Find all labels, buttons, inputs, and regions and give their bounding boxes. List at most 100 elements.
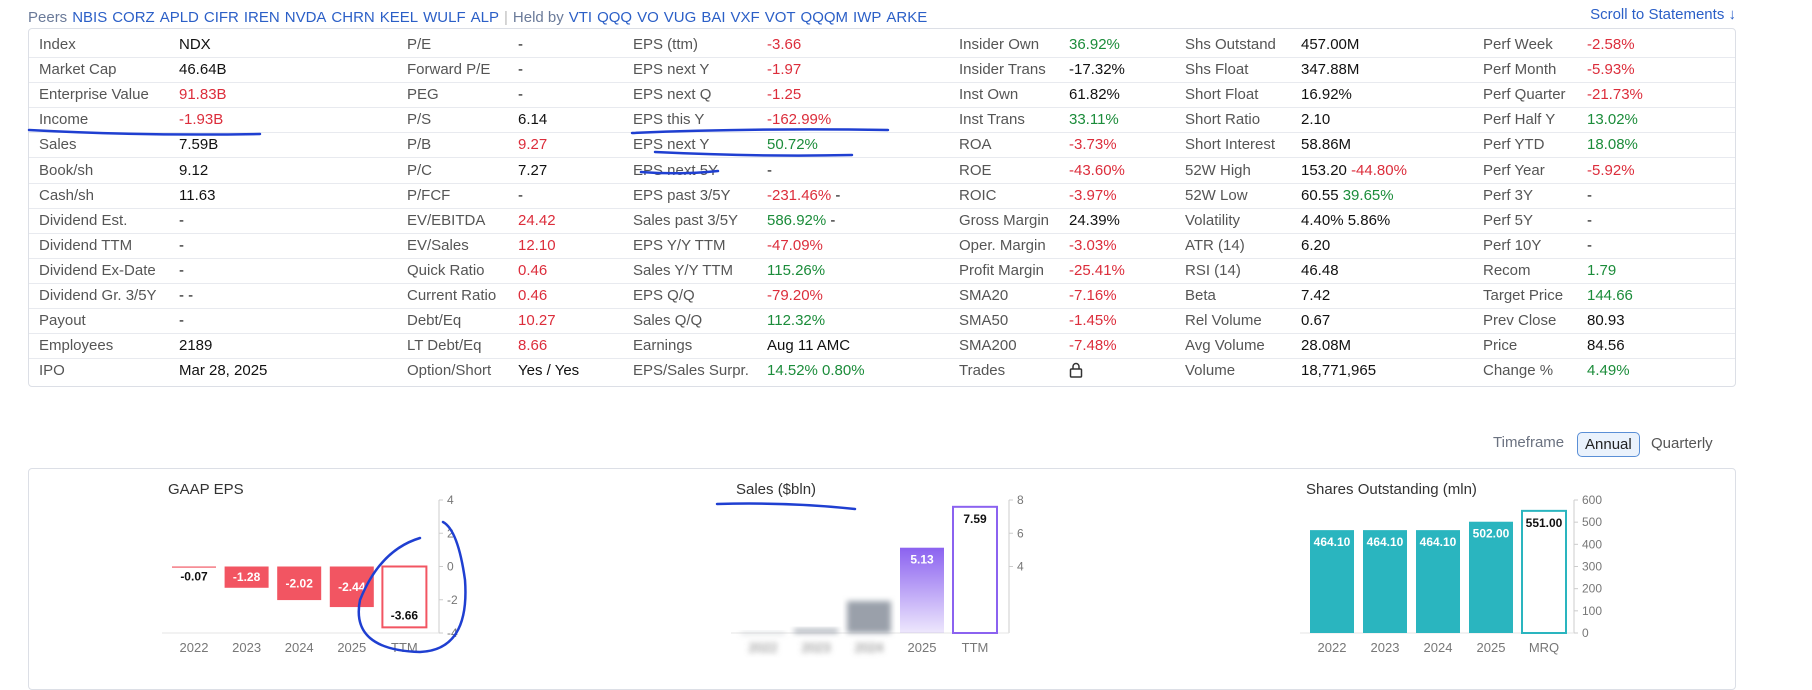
y-tick-label: 100: [1582, 604, 1602, 618]
cell-value: -5.93%: [1587, 61, 1635, 78]
cell-label: Inst Trans: [959, 111, 1025, 129]
value-part: 36.92%: [1069, 36, 1120, 53]
etf-link[interactable]: VTI: [568, 8, 593, 26]
cell-value: -7.16%: [1069, 287, 1117, 304]
peer-link[interactable]: APLD: [159, 8, 199, 26]
value-part: -: [1587, 211, 1592, 229]
cell-label: EV/EBITDA: [407, 211, 486, 229]
etf-link[interactable]: VXF: [730, 8, 760, 26]
cell-value: 9.12: [179, 162, 208, 179]
cell-value: 0.67: [1301, 312, 1330, 329]
peer-link[interactable]: CORZ: [112, 8, 155, 26]
cell-label: EPS next Y: [633, 61, 710, 79]
table-row: Dividend Est. - EV/EBITDA 24.42 Sales past 3…: [29, 208, 1735, 234]
value-part: 0.46: [518, 287, 548, 304]
etf-link[interactable]: VO: [637, 8, 659, 26]
timeframe-option[interactable]: Quarterly: [1651, 435, 1713, 452]
etf-link[interactable]: QQQ: [597, 8, 633, 26]
value-part: -5.92%: [1587, 161, 1635, 179]
cell-label: Dividend Ex-Date: [39, 261, 156, 279]
cell-value: 24.42: [518, 212, 556, 229]
peer-link[interactable]: ALP: [470, 8, 499, 26]
value-label: -2.02: [286, 576, 314, 590]
cell-label: Perf Week: [1483, 36, 1553, 53]
value-part: 46.64B: [179, 61, 227, 79]
value-part: 0.67: [1301, 312, 1331, 330]
peer-link[interactable]: NBIS: [72, 8, 108, 26]
etf-link[interactable]: VOT: [764, 8, 796, 26]
cell-value: -79.20%: [767, 287, 823, 304]
cell-value: 36.92%: [1069, 36, 1120, 53]
cell-label: IPO: [39, 362, 65, 380]
cell-value: 12.10: [518, 237, 556, 254]
y-tick-label: 0: [1582, 626, 1589, 640]
peer-link[interactable]: WULF: [423, 8, 466, 26]
etf-link[interactable]: IWP: [853, 8, 882, 26]
value-part: 28.08M: [1301, 337, 1352, 355]
cell-value: 2.10: [1301, 111, 1330, 128]
cell-value: 50.72%: [767, 136, 818, 153]
cell-label: 52W High: [1185, 161, 1251, 179]
value-part: 0.46: [518, 261, 548, 279]
peer-link[interactable]: KEEL: [379, 8, 419, 26]
cell-label: Quick Ratio: [407, 261, 485, 279]
value-part: 11.63: [179, 186, 216, 204]
lock-icon[interactable]: [1069, 362, 1083, 379]
cell-label: Insider Own: [959, 36, 1040, 53]
table-row: Income -1.93B P/S 6.14 EPS this Y -162.99% Ins…: [29, 107, 1735, 134]
cell-value: -2.58%: [1587, 36, 1635, 53]
cell-label: SMA50: [959, 312, 1009, 330]
timeframe-option[interactable]: Annual: [1577, 432, 1640, 457]
etf-link[interactable]: VUG: [663, 8, 697, 26]
value-part: -1.93B: [179, 111, 224, 129]
cell-value: Aug 11 AMC: [767, 337, 850, 354]
cell-label: Short Float: [1185, 86, 1259, 104]
bar: [1363, 530, 1407, 633]
value-part: 8.66: [518, 337, 548, 355]
etf-link[interactable]: QQQM: [800, 8, 849, 26]
cell-value: 1.79: [1587, 262, 1616, 279]
value-part: -: [518, 186, 523, 204]
cell-value: 10.27: [518, 312, 556, 329]
value-part: 13.02%: [1587, 111, 1638, 129]
value-part: -79.20%: [767, 287, 823, 304]
value-part: -231.46%: [767, 186, 832, 204]
x-tick-label: 2022: [180, 640, 209, 655]
etf-link[interactable]: ARKE: [886, 8, 928, 26]
cell-label: Employees: [39, 337, 114, 355]
etf-link[interactable]: BAI: [701, 8, 726, 26]
cell-value: -1.25: [767, 86, 801, 103]
cell-label: Dividend Est.: [39, 211, 128, 229]
cell-value: 28.08M: [1301, 337, 1351, 354]
peer-link[interactable]: CIFR: [203, 8, 239, 26]
table-row: Employees 2189 LT Debt/Eq 8.66 Earnings Aug 1…: [29, 333, 1735, 360]
cell-label: Avg Volume: [1185, 337, 1265, 355]
value-part: Yes / Yes: [518, 362, 580, 380]
cell-value: 7.42: [1301, 287, 1330, 304]
cell-value: 33.11%: [1069, 111, 1119, 128]
cell-value: 91.83B: [179, 86, 227, 103]
peer-link[interactable]: NVDA: [284, 8, 327, 26]
x-tick-label: 2023: [802, 640, 831, 655]
y-tick-label: 600: [1582, 493, 1602, 507]
cell-label: Sales Q/Q: [633, 312, 703, 330]
value-part: 0.80%: [822, 362, 865, 380]
peer-link[interactable]: IREN: [243, 8, 280, 26]
y-tick-label: 300: [1582, 560, 1602, 574]
blurred-group: 2023: [794, 629, 838, 655]
value-part: -: [1587, 186, 1592, 204]
y-tick-label: -4: [447, 626, 458, 640]
scroll-link[interactable]: Scroll to Statements ↓: [1590, 6, 1736, 23]
value-part: -3.66: [767, 36, 802, 53]
cell-label: Short Interest: [1185, 136, 1276, 154]
value-part: -3.97%: [1069, 186, 1117, 204]
peer-link[interactable]: CHRN: [331, 8, 375, 26]
cell-value: -47.09%: [767, 237, 823, 254]
value-part: -1.45%: [1069, 312, 1117, 330]
table-row: Sales 7.59B P/B 9.27 EPS next Y 50.72% ROA -3.7…: [29, 132, 1735, 159]
cell-value: 7.59B: [179, 136, 218, 153]
value-part: -47.09%: [767, 236, 823, 254]
cell-label: Book/sh: [39, 161, 94, 179]
page: Peers NBIS CORZ APLD CIFR IREN NVDA CHRN KEEL WUL…: [27, 6, 1736, 690]
bar: [952, 505, 998, 634]
